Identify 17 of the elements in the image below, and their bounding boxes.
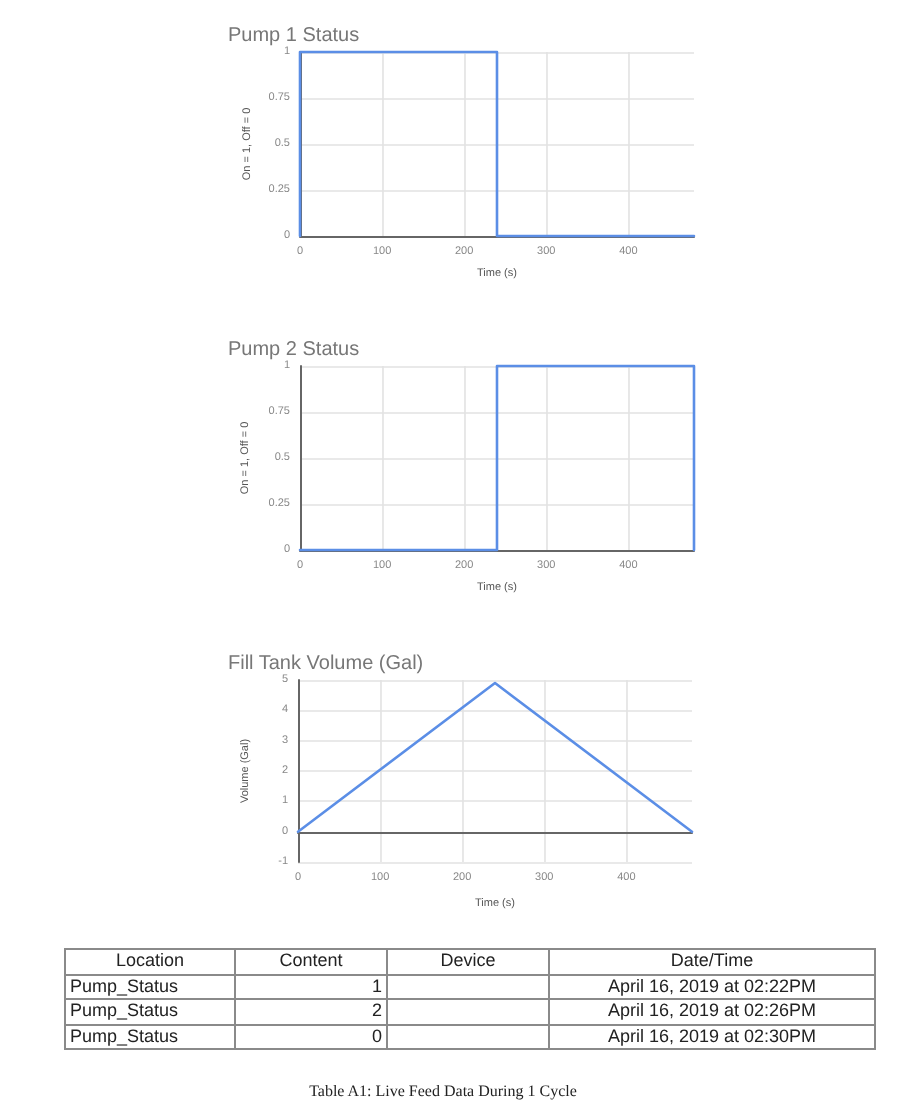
- chart-title: Pump 1 Status: [228, 25, 360, 47]
- category-label: Date/Time: [549, 949, 875, 974]
- category-label: Device: [387, 949, 549, 974]
- text: 0: [371, 1025, 382, 1046]
- text: April 16, 2019 at 02:30PM: [607, 1025, 817, 1046]
- chart-title: Pump 2 Status: [228, 339, 360, 361]
- text: April 16, 2019 at 02:26PM: [607, 1000, 817, 1021]
- text: Pump_Status: [70, 1025, 179, 1046]
- chart-title: Fill Tank Volume (Gal): [228, 653, 424, 675]
- caption: Table A1: Live Feed Data During 1 Cycle: [307, 1082, 579, 1102]
- text: 2: [371, 1000, 382, 1021]
- text: Pump_Status: [70, 975, 179, 996]
- text: 1: [371, 975, 382, 996]
- text: April 16, 2019 at 02:22PM: [607, 975, 817, 996]
- text: Pump_Status: [70, 1000, 179, 1021]
- category-label: Content: [235, 949, 387, 974]
- category-label: Location: [65, 949, 235, 974]
